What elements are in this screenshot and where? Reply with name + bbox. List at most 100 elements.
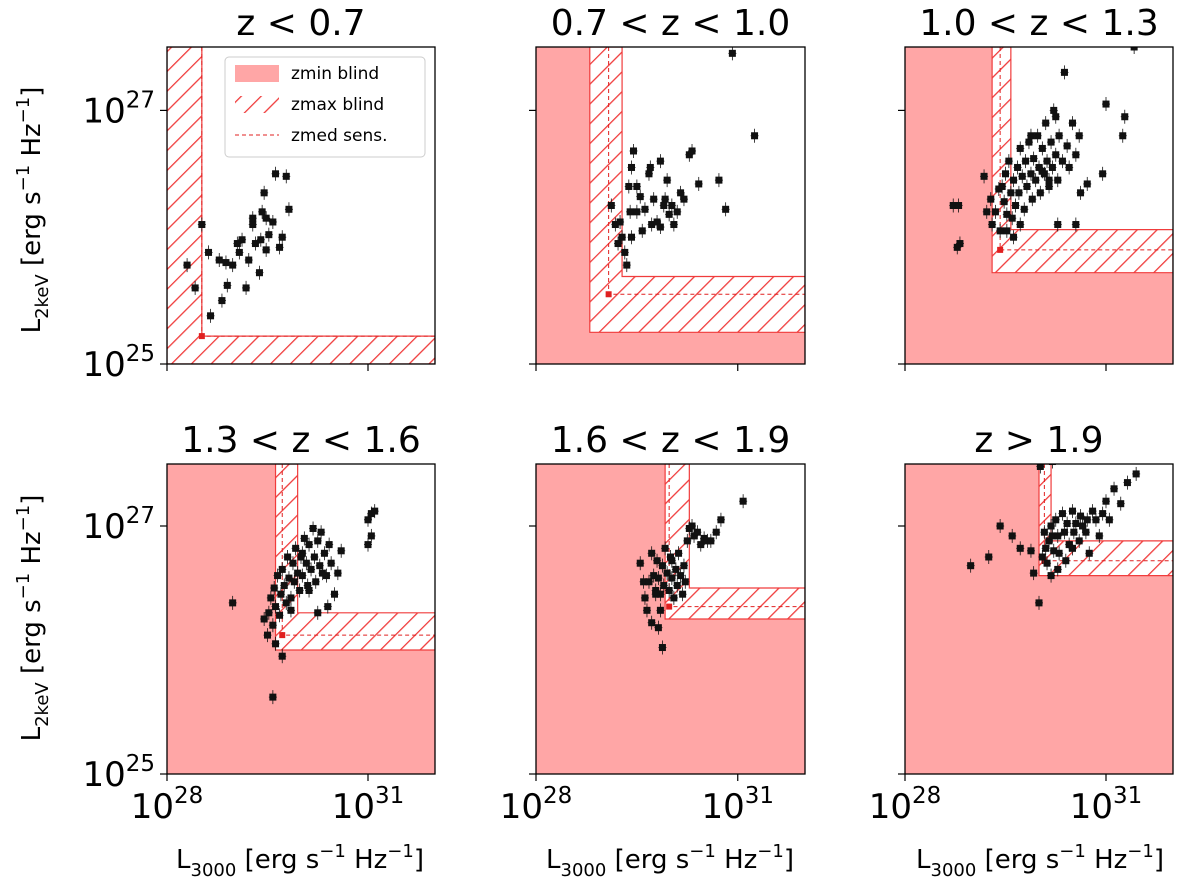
data-point (1005, 157, 1013, 165)
data-point (251, 240, 259, 248)
data-point (1030, 569, 1038, 577)
data-point (1083, 180, 1091, 188)
y-tick-label: 1027 (82, 87, 155, 131)
x-tick-label: 1028 (500, 783, 573, 827)
data-point (272, 170, 280, 178)
x-tick-label: 1031 (701, 783, 774, 827)
data-point (1099, 510, 1107, 518)
data-point (1010, 233, 1018, 241)
y-tick-label: 1025 (82, 751, 155, 795)
data-point (222, 259, 230, 267)
data-point (207, 312, 215, 320)
data-point (1105, 516, 1113, 524)
data-point (618, 233, 626, 241)
data-point (695, 180, 703, 188)
data-point (278, 233, 286, 241)
data-point (1123, 479, 1131, 487)
data-point (1040, 528, 1048, 536)
data-point (1014, 163, 1022, 171)
data-point (625, 182, 633, 190)
plot-area (905, 47, 1173, 364)
data-point (668, 574, 676, 582)
legend-label: zmin blind (291, 64, 379, 84)
data-point (1063, 142, 1071, 150)
data-point (367, 532, 375, 540)
data-point (270, 584, 278, 592)
data-point (633, 182, 641, 190)
data-point (1028, 195, 1036, 203)
y-axis-label-bottom: L2keV [erg s−1 Hz−1] (13, 495, 53, 742)
data-point (1043, 157, 1051, 165)
data-point (322, 572, 330, 580)
data-point (1058, 510, 1066, 518)
data-point (238, 236, 246, 244)
data-point (265, 609, 273, 617)
data-point (641, 205, 649, 213)
data-point (1030, 155, 1038, 163)
data-point (235, 248, 243, 256)
x-tick-label: 1031 (332, 783, 405, 827)
data-point (980, 172, 988, 180)
data-point (690, 532, 698, 540)
data-point (262, 246, 270, 254)
data-point (1075, 537, 1083, 545)
data-point (672, 565, 680, 573)
data-point (285, 574, 293, 582)
data-point (318, 569, 326, 577)
data-point (967, 562, 975, 570)
axes-frame (166, 463, 436, 775)
data-point (1092, 516, 1100, 524)
data-point (658, 562, 666, 570)
data-point (660, 202, 668, 209)
panel-title: z > 1.9 (974, 420, 1103, 461)
data-point (183, 261, 191, 269)
data-point (987, 195, 995, 203)
data-point (1047, 572, 1055, 580)
data-point (668, 557, 676, 565)
data-point (272, 603, 280, 611)
data-point (623, 261, 631, 269)
axes-frame (904, 46, 1174, 365)
data-point (1069, 544, 1076, 552)
panel-title: 0.7 < z < 1.0 (551, 3, 791, 44)
data-point (1077, 189, 1085, 197)
data-point (371, 507, 379, 515)
data-point (262, 214, 270, 222)
data-point (233, 240, 241, 248)
data-point (257, 236, 265, 244)
data-point (658, 644, 666, 652)
data-point (955, 202, 963, 209)
legend-label: zmed sens. (291, 126, 388, 146)
data-point (1119, 132, 1127, 140)
data-point (715, 176, 723, 184)
data-point (1060, 68, 1068, 76)
data-point (255, 269, 263, 277)
data-point (985, 553, 993, 561)
data-point (258, 208, 266, 216)
y-axis-label-top: L2keV [erg s−1 Hz−1] (13, 87, 53, 334)
data-point (1007, 189, 1015, 197)
data-point (334, 569, 342, 577)
data-point (953, 243, 961, 251)
panel-6: z > 1.9 1028 1031 (869, 420, 1174, 827)
data-point (640, 578, 648, 586)
data-point (1072, 221, 1080, 229)
zmed-sens-point (198, 333, 205, 340)
legend-swatch-hatched (235, 96, 279, 113)
data-point (668, 202, 676, 209)
data-point (1027, 132, 1035, 140)
data-point (310, 553, 318, 561)
data-point (650, 572, 658, 580)
data-point (1042, 119, 1050, 127)
data-point (1010, 176, 1018, 184)
data-point (983, 208, 991, 216)
y-tick-label: 1027 (82, 503, 155, 547)
data-point (1023, 182, 1031, 190)
data-point (260, 615, 268, 623)
zmed-sens-point (279, 632, 286, 639)
data-point (364, 516, 372, 524)
zmax-blind-region (664, 464, 805, 620)
x-axis-label-left: L3000 [erg s−1 Hz−1] (176, 841, 424, 881)
data-point (607, 202, 615, 209)
data-point (276, 611, 284, 619)
